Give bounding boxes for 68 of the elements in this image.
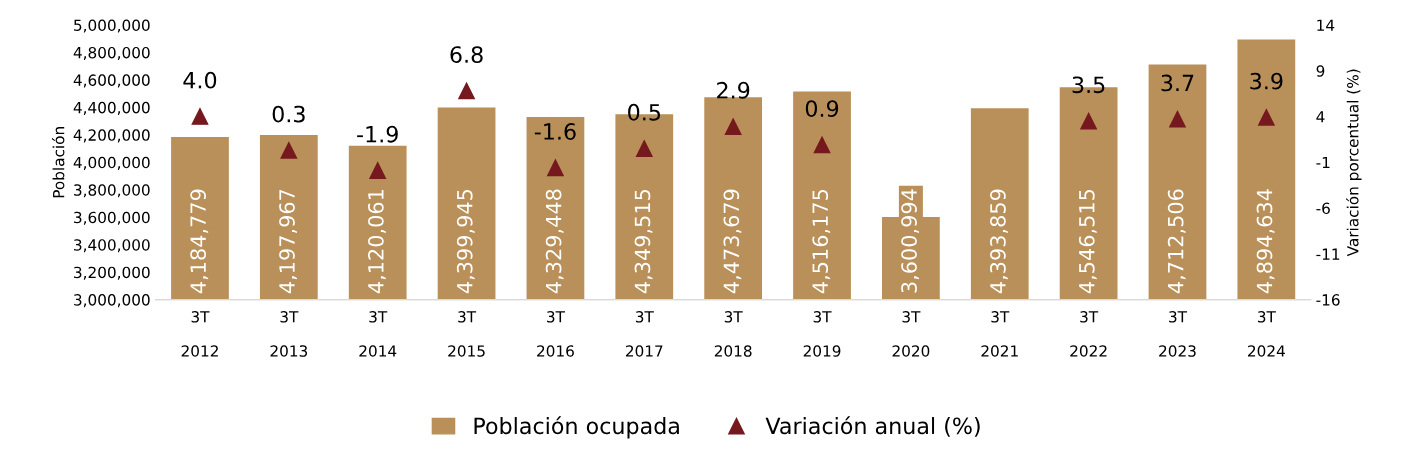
y2-axis-title: Variación porcentual (%) bbox=[1346, 69, 1362, 257]
point bbox=[1258, 109, 1275, 126]
category-label: 3T 2017 bbox=[625, 311, 663, 357]
y-tick-label: 4,000,000 bbox=[73, 156, 150, 170]
data-label: 4,894,634 bbox=[1256, 189, 1275, 294]
data-label: 4.0 bbox=[183, 71, 217, 89]
y-tick-label: 3,600,000 bbox=[74, 211, 150, 225]
category-label: 3T 2022 bbox=[1070, 311, 1107, 357]
y-tick-label: 3,000,000 bbox=[74, 294, 150, 308]
y-tick-label: 3,200,000 bbox=[74, 266, 150, 280]
y-tick-label: 4,400,000 bbox=[73, 101, 150, 115]
category-label: 3T 2013 bbox=[270, 311, 308, 357]
legend-label: Población ocupada bbox=[474, 416, 679, 439]
data-label: -1.9 bbox=[357, 125, 398, 143]
category-label: 3T 2016 bbox=[537, 311, 574, 357]
point bbox=[1080, 112, 1097, 130]
category-label: 3T 2020 bbox=[892, 311, 930, 357]
data-label: 4,184,779 bbox=[190, 189, 209, 294]
y-tick-label: 5,000,000 bbox=[74, 19, 150, 33]
data-label: 4,473,679 bbox=[723, 189, 742, 294]
y-axis-title: Población bbox=[51, 127, 65, 198]
point bbox=[813, 136, 831, 154]
data-label: 3.9 bbox=[1250, 72, 1283, 90]
y2-tick-label: 4 bbox=[1316, 111, 1325, 123]
category-label: 3T 2023 bbox=[1159, 311, 1196, 357]
data-label: 4,546,515 bbox=[1078, 189, 1097, 294]
data-label: 0.9 bbox=[805, 100, 839, 117]
point bbox=[458, 82, 475, 100]
category-label: 3T 2014 bbox=[359, 311, 397, 357]
data-label: 4,120,061 bbox=[367, 190, 386, 294]
y2-tick-label: 9 bbox=[1316, 65, 1325, 77]
y2-tick-label: -1 bbox=[1316, 156, 1330, 169]
point bbox=[724, 118, 742, 135]
data-label: 6.8 bbox=[450, 46, 483, 63]
data-label: 4,349,515 bbox=[634, 189, 653, 294]
point bbox=[280, 142, 298, 159]
point bbox=[191, 108, 209, 125]
data-label: 4,393,859 bbox=[990, 189, 1008, 294]
category-label: 3T 2012 bbox=[181, 311, 218, 357]
data-label: 4,329,448 bbox=[545, 189, 564, 294]
y-tick-label: 4,800,000 bbox=[73, 46, 150, 61]
point bbox=[635, 140, 653, 157]
y-tick-label: 4,200,000 bbox=[73, 129, 150, 143]
y2-tick-label: 14 bbox=[1317, 19, 1335, 31]
data-label: 3.7 bbox=[1161, 74, 1194, 92]
y-tick-label: 4,600,000 bbox=[73, 74, 150, 88]
y-tick-label: 3,800,000 bbox=[74, 184, 150, 198]
category-label: 3T 2021 bbox=[981, 311, 1018, 357]
data-label: 2.9 bbox=[717, 81, 750, 99]
data-label: 4,399,945 bbox=[456, 189, 475, 294]
y2-tick-label: -6 bbox=[1316, 202, 1330, 215]
category-label: 3T 2015 bbox=[448, 311, 485, 357]
category-label: 3T 2019 bbox=[803, 311, 841, 357]
data-label: 0.3 bbox=[272, 105, 305, 123]
data-label: 4,197,967 bbox=[279, 189, 298, 294]
data-label: 4,712,506 bbox=[1167, 189, 1186, 294]
legend-label: Variación anual (%) bbox=[765, 416, 980, 437]
data-label: -1.6 bbox=[534, 123, 576, 140]
point bbox=[1169, 110, 1186, 128]
data-label: 3,600,994 bbox=[901, 189, 920, 293]
data-label: 4,516,175 bbox=[812, 189, 831, 294]
y2-tick-label: -16 bbox=[1316, 294, 1340, 306]
point bbox=[369, 162, 387, 179]
y2-tick-label: -11 bbox=[1316, 248, 1340, 260]
category-label: 3T 2024 bbox=[1248, 311, 1285, 357]
y-tick-label: 3,400,000 bbox=[74, 239, 150, 253]
category-label: 3T 2018 bbox=[714, 311, 752, 357]
point bbox=[547, 159, 564, 177]
